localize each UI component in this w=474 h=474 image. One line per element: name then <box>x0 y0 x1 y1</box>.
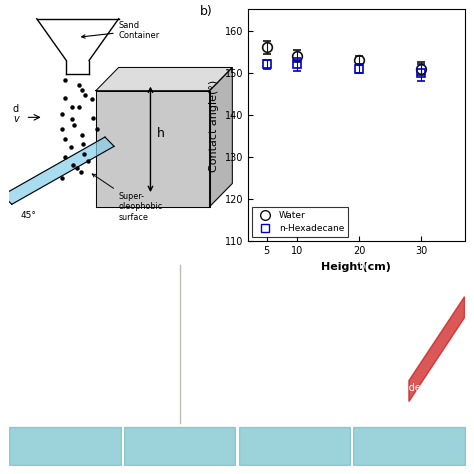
Text: b): b) <box>201 5 213 18</box>
Text: 45°: 45° <box>21 211 36 220</box>
Text: Super-
oleophobic
surface: Super- oleophobic surface <box>92 174 163 221</box>
X-axis label: Height(cm): Height(cm) <box>321 262 391 272</box>
Polygon shape <box>3 137 114 204</box>
Polygon shape <box>409 297 465 401</box>
Y-axis label: Contact angle(°): Contact angle(°) <box>209 79 219 172</box>
Polygon shape <box>37 19 118 61</box>
Polygon shape <box>96 91 210 207</box>
Text: n-Hexadecane: n-Hexadecane <box>374 383 444 393</box>
Text: c): c) <box>15 261 25 271</box>
Polygon shape <box>66 61 89 74</box>
Polygon shape <box>210 67 232 207</box>
Text: Water: Water <box>278 383 311 393</box>
Text: d): d) <box>129 261 140 271</box>
Text: d: d <box>13 103 19 114</box>
Text: v: v <box>13 114 18 124</box>
Text: e): e) <box>244 261 255 271</box>
Text: f): f) <box>359 261 366 271</box>
Text: Sand
Container: Sand Container <box>82 21 160 40</box>
Text: h: h <box>157 127 165 140</box>
Text: 10 cm: 10 cm <box>29 317 58 326</box>
Legend: Water, n-Hexadecane: Water, n-Hexadecane <box>253 207 347 237</box>
Polygon shape <box>96 67 232 91</box>
